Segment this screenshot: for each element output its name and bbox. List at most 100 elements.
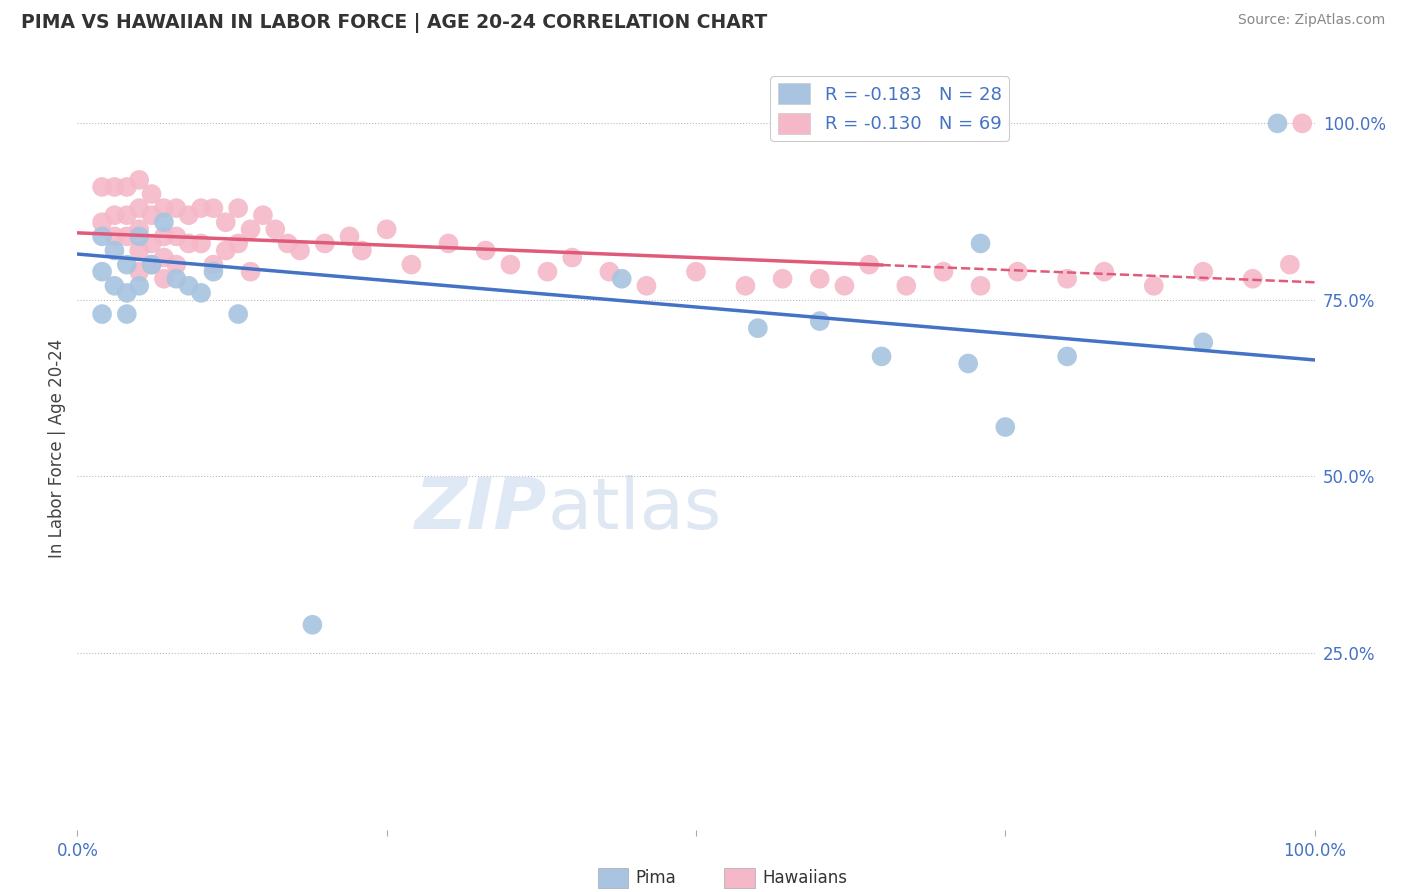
Point xyxy=(215,244,238,258)
Text: Source: ZipAtlas.com: Source: ZipAtlas.com xyxy=(1237,13,1385,28)
Point xyxy=(969,236,991,251)
Point xyxy=(734,278,756,293)
Point xyxy=(350,244,373,258)
Point xyxy=(177,236,200,251)
Point xyxy=(277,236,299,251)
Point xyxy=(115,229,138,244)
Point xyxy=(1143,278,1166,293)
Text: Hawaiians: Hawaiians xyxy=(762,869,846,887)
Point xyxy=(115,258,138,272)
Point xyxy=(91,215,114,229)
Y-axis label: In Labor Force | Age 20-24: In Labor Force | Age 20-24 xyxy=(48,339,66,558)
Point xyxy=(437,236,460,251)
Point xyxy=(252,208,274,222)
Point xyxy=(177,278,200,293)
Point xyxy=(215,215,238,229)
Point xyxy=(474,244,496,258)
Point xyxy=(141,236,163,251)
Point xyxy=(153,251,176,265)
Point xyxy=(808,271,831,285)
Point xyxy=(1241,271,1264,285)
Point xyxy=(994,420,1017,434)
Point xyxy=(165,229,187,244)
Point xyxy=(91,307,114,321)
Point xyxy=(288,244,311,258)
Point xyxy=(141,258,163,272)
Point xyxy=(103,278,125,293)
Text: ZIP: ZIP xyxy=(415,475,547,544)
Point xyxy=(969,278,991,293)
Point xyxy=(772,271,794,285)
Point xyxy=(226,201,249,215)
Point xyxy=(165,258,187,272)
Point xyxy=(115,285,138,300)
Point xyxy=(636,278,658,293)
Point xyxy=(103,180,125,194)
Point xyxy=(1007,265,1029,279)
Point xyxy=(128,201,150,215)
Point xyxy=(128,222,150,236)
Point xyxy=(1056,350,1078,364)
Point xyxy=(870,350,893,364)
Point xyxy=(1056,271,1078,285)
Point xyxy=(239,265,262,279)
Point xyxy=(858,258,880,272)
Point xyxy=(115,208,138,222)
Point xyxy=(128,173,150,187)
Point xyxy=(264,222,287,236)
Point xyxy=(141,258,163,272)
Point xyxy=(153,215,176,229)
Point xyxy=(1291,116,1313,130)
Point xyxy=(747,321,769,335)
Point xyxy=(103,244,125,258)
Point xyxy=(141,208,163,222)
Text: PIMA VS HAWAIIAN IN LABOR FORCE | AGE 20-24 CORRELATION CHART: PIMA VS HAWAIIAN IN LABOR FORCE | AGE 20… xyxy=(21,13,768,33)
Point xyxy=(1092,265,1115,279)
Point xyxy=(128,278,150,293)
Point xyxy=(685,265,707,279)
Point xyxy=(103,229,125,244)
Point xyxy=(91,180,114,194)
Point xyxy=(177,208,200,222)
Point xyxy=(239,222,262,236)
Point xyxy=(226,307,249,321)
Point xyxy=(91,229,114,244)
Point xyxy=(153,201,176,215)
Point xyxy=(91,265,114,279)
Point xyxy=(153,229,176,244)
Point xyxy=(153,271,176,285)
Point xyxy=(128,265,150,279)
Point xyxy=(598,265,620,279)
Text: Pima: Pima xyxy=(636,869,676,887)
Point xyxy=(1278,258,1301,272)
Point xyxy=(561,251,583,265)
Point xyxy=(536,265,558,279)
Point xyxy=(314,236,336,251)
Point xyxy=(932,265,955,279)
Point xyxy=(1267,116,1289,130)
Point xyxy=(128,229,150,244)
Point xyxy=(896,278,918,293)
Point xyxy=(226,236,249,251)
Point xyxy=(115,307,138,321)
Point xyxy=(202,201,225,215)
Point xyxy=(375,222,398,236)
Point xyxy=(103,208,125,222)
Point xyxy=(301,617,323,632)
Point xyxy=(190,201,212,215)
Point xyxy=(190,236,212,251)
Point xyxy=(128,244,150,258)
Point xyxy=(165,201,187,215)
Point xyxy=(141,187,163,202)
Point xyxy=(401,258,423,272)
Point xyxy=(499,258,522,272)
Point xyxy=(165,271,187,285)
Point xyxy=(1192,335,1215,350)
Point xyxy=(808,314,831,328)
Point xyxy=(610,271,633,285)
Point xyxy=(1192,265,1215,279)
Point xyxy=(957,356,980,371)
Point xyxy=(339,229,361,244)
Legend: R = -0.183   N = 28, R = -0.130   N = 69: R = -0.183 N = 28, R = -0.130 N = 69 xyxy=(770,76,1008,141)
Point xyxy=(202,265,225,279)
